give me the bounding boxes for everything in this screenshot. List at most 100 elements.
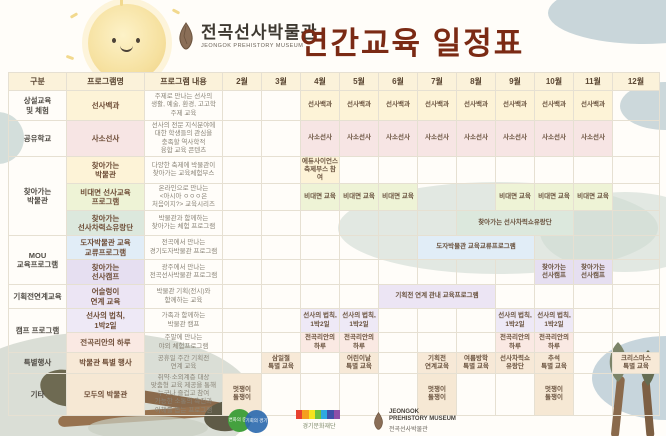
empty-cell — [222, 259, 262, 285]
foundation-logo: 경기문화재단 — [296, 410, 342, 430]
schedule-table: 구분 프로그램명 프로그램 내용 2월 3월 4월 5월 6월 7월 8월 9월 10월 11월 12월 … — [8, 72, 660, 416]
schedule-entry-cell: 선사의 법칙, 1박2일 — [300, 308, 340, 333]
empty-cell — [222, 210, 262, 236]
schedule-entry-cell: 비대면 교육 — [495, 183, 535, 211]
table-row: 기획전연계교육 어슬렁이 연계 교육 박물관 기획(전시)와 함께하는 교육 기획전 … — [8, 284, 660, 309]
program-desc-cell: 취약·소외계층 대상 맞춤형 교육 제공을 통해 누구나 즐겁고 참여 가능한 … — [144, 373, 223, 416]
empty-cell — [612, 284, 660, 309]
schedule-entry-cell: 전곡리안의 하루 — [300, 332, 340, 353]
schedule-entry-cell: 선사백과 — [495, 90, 535, 121]
empty-cell — [339, 235, 379, 260]
museum-name: 전곡선사박물관 — [201, 22, 318, 42]
program-name-cell: 찾아가는 박물관 — [66, 156, 145, 184]
empty-cell — [417, 156, 457, 184]
column-header: 12월 — [612, 72, 660, 91]
empty-cell — [378, 210, 418, 236]
schedule-entry-cell: 사소선사 — [417, 120, 457, 157]
group-cell: 찾아가는 박물관 — [8, 156, 67, 236]
program-desc-cell: 박물관 기획(전시)와 함께하는 교육 — [144, 284, 223, 309]
museum-name-en: JEONGOK PREHISTORY MUSEUM — [201, 42, 304, 49]
empty-cell — [612, 259, 660, 285]
program-desc-cell: 온라인으로 만나는 <아시아 ㅇㅇㅇ은 처음이지?> 교육시리즈 — [144, 183, 223, 211]
schedule-entry-cell: 멋쟁이 돌쟁이 — [534, 373, 574, 416]
empty-cell — [495, 156, 535, 184]
program-desc-cell: 주제로 만나는 선사의 생활, 예술, 환경, 고고학 주제 교육 — [144, 90, 223, 121]
schedule-entry-cell: 어린이날 특별 교육 — [339, 352, 379, 374]
group-cell: 캠프 프로그램 — [8, 308, 67, 353]
schedule-entry-cell: 비대면 교육 — [573, 183, 613, 211]
table-row: 찾아가는 박물관 찾아가는 박물관 다양한 축제에 박물관이 찾아가는 교육체험부스… — [8, 156, 660, 236]
schedule-entry-cell: 선사백과 — [300, 90, 340, 121]
program-name-cell: 선사의 법칙, 1박2일 — [66, 308, 145, 333]
schedule-entry-cell: 사소선사 — [300, 120, 340, 157]
column-header: 8월 — [456, 72, 496, 91]
schedule-entry-cell: 선사백과 — [534, 90, 574, 121]
empty-cell — [222, 183, 262, 211]
empty-cell — [378, 352, 418, 374]
table-row: 특별행사 박물관 특별 행사 공휴일 주간 기획전 연계 교육 삼일절 특별 교육 어린… — [8, 352, 660, 374]
schedule-entry-cell: 찾아가는 선사캠프 — [573, 259, 613, 285]
column-header: 3월 — [261, 72, 301, 91]
column-header: 7월 — [417, 72, 457, 91]
empty-cell — [261, 90, 301, 121]
empty-cell — [573, 284, 613, 309]
empty-cell — [378, 235, 418, 260]
table-header-row: 구분 프로그램명 프로그램 내용 2월 3월 4월 5월 6월 7월 8월 9월 10월 11월 12월 — [8, 72, 660, 91]
table-row: 비대면 선사교육 프로그램 온라인으로 만나는 <아시아 ㅇㅇㅇ은 처음이지?> … — [9, 183, 660, 211]
schedule-entry-cell: 사소선사 — [339, 120, 379, 157]
empty-cell — [417, 308, 457, 333]
empty-cell — [573, 235, 613, 260]
group-cell: 기타 — [8, 373, 67, 416]
gyeonggi-blue-circle: 기회의 경기 — [245, 410, 268, 433]
table-row: 상설교육 및 체험 선사백과 주제로 만나는 선사의 생활, 예술, 환경, 고고학… — [8, 90, 660, 121]
empty-cell — [573, 308, 613, 333]
empty-cell — [456, 183, 496, 211]
empty-cell — [300, 373, 340, 416]
program-desc-cell: 다양한 축제에 박물관이 찾아가는 교육체험부스 — [144, 156, 223, 184]
program-desc-cell: 전곡에서 만나는 경기도자박물관 프로그램 — [144, 235, 223, 260]
program-name-cell: 찾아가는 선사차력쇼유랑단 — [66, 210, 145, 236]
empty-cell — [222, 308, 262, 333]
schedule-entry-cell: 기획전 연계 관내 교육프로그램 — [378, 284, 496, 309]
empty-cell — [222, 332, 262, 353]
schedule-entry-cell: 선사백과 — [573, 90, 613, 121]
empty-cell — [456, 259, 496, 285]
schedule-entry-cell: 비대면 교육 — [339, 183, 379, 211]
empty-cell — [378, 308, 418, 333]
empty-cell — [495, 259, 535, 285]
empty-cell — [456, 308, 496, 333]
page-title: 연간교육 일정표 — [300, 26, 525, 61]
group-cell: 공유학교 — [8, 120, 67, 157]
column-header: 프로그램 내용 — [144, 72, 223, 91]
schedule-entry-cell: 선사의 법칙, 1박2일 — [339, 308, 379, 333]
table-row: 찾아가는 선사차력쇼유랑단 박물관과 함께하는 찾아가는 체험 프로그램 찾아가는 … — [9, 210, 660, 236]
handaxe-icon — [179, 22, 193, 50]
footer-museum-kr: 전곡선사박물관 — [389, 427, 428, 434]
empty-cell — [339, 210, 379, 236]
empty-cell — [222, 352, 262, 374]
schedule-entry-cell: 비대면 교육 — [300, 183, 340, 211]
schedule-entry-cell: 추석 특별 교육 — [534, 352, 574, 374]
empty-cell — [261, 120, 301, 157]
schedule-entry-cell: 전곡리안의 하루 — [339, 332, 379, 353]
program-name-cell: 선사백과 — [66, 90, 145, 121]
foundation-stripes-icon — [296, 410, 340, 419]
program-desc-cell: 주말에 만나는 야외 체험프로그램 — [144, 332, 223, 353]
empty-cell — [300, 259, 340, 285]
group-cell: 상설교육 및 체험 — [8, 90, 67, 121]
empty-cell — [300, 210, 340, 236]
empty-cell — [534, 235, 574, 260]
column-header: 11월 — [573, 72, 613, 91]
header-row: 구분 프로그램명 프로그램 내용 2월 3월 4월 5월 6월 7월 8월 9월 10월 11월 12월 — [8, 72, 660, 91]
empty-cell — [534, 284, 574, 309]
footer-museum-en: JEONGOK PREHISTORY MUSEUM — [389, 409, 456, 423]
empty-cell — [612, 308, 660, 333]
program-name-cell: 모두의 박물관 — [66, 373, 145, 416]
empty-cell — [261, 259, 301, 285]
empty-cell — [261, 284, 301, 309]
schedule-entry-cell: 비대면 교육 — [378, 183, 418, 211]
empty-cell — [222, 90, 262, 121]
empty-cell — [456, 156, 496, 184]
foundation-name: 경기문화재단 — [302, 424, 336, 430]
empty-cell — [300, 284, 340, 309]
